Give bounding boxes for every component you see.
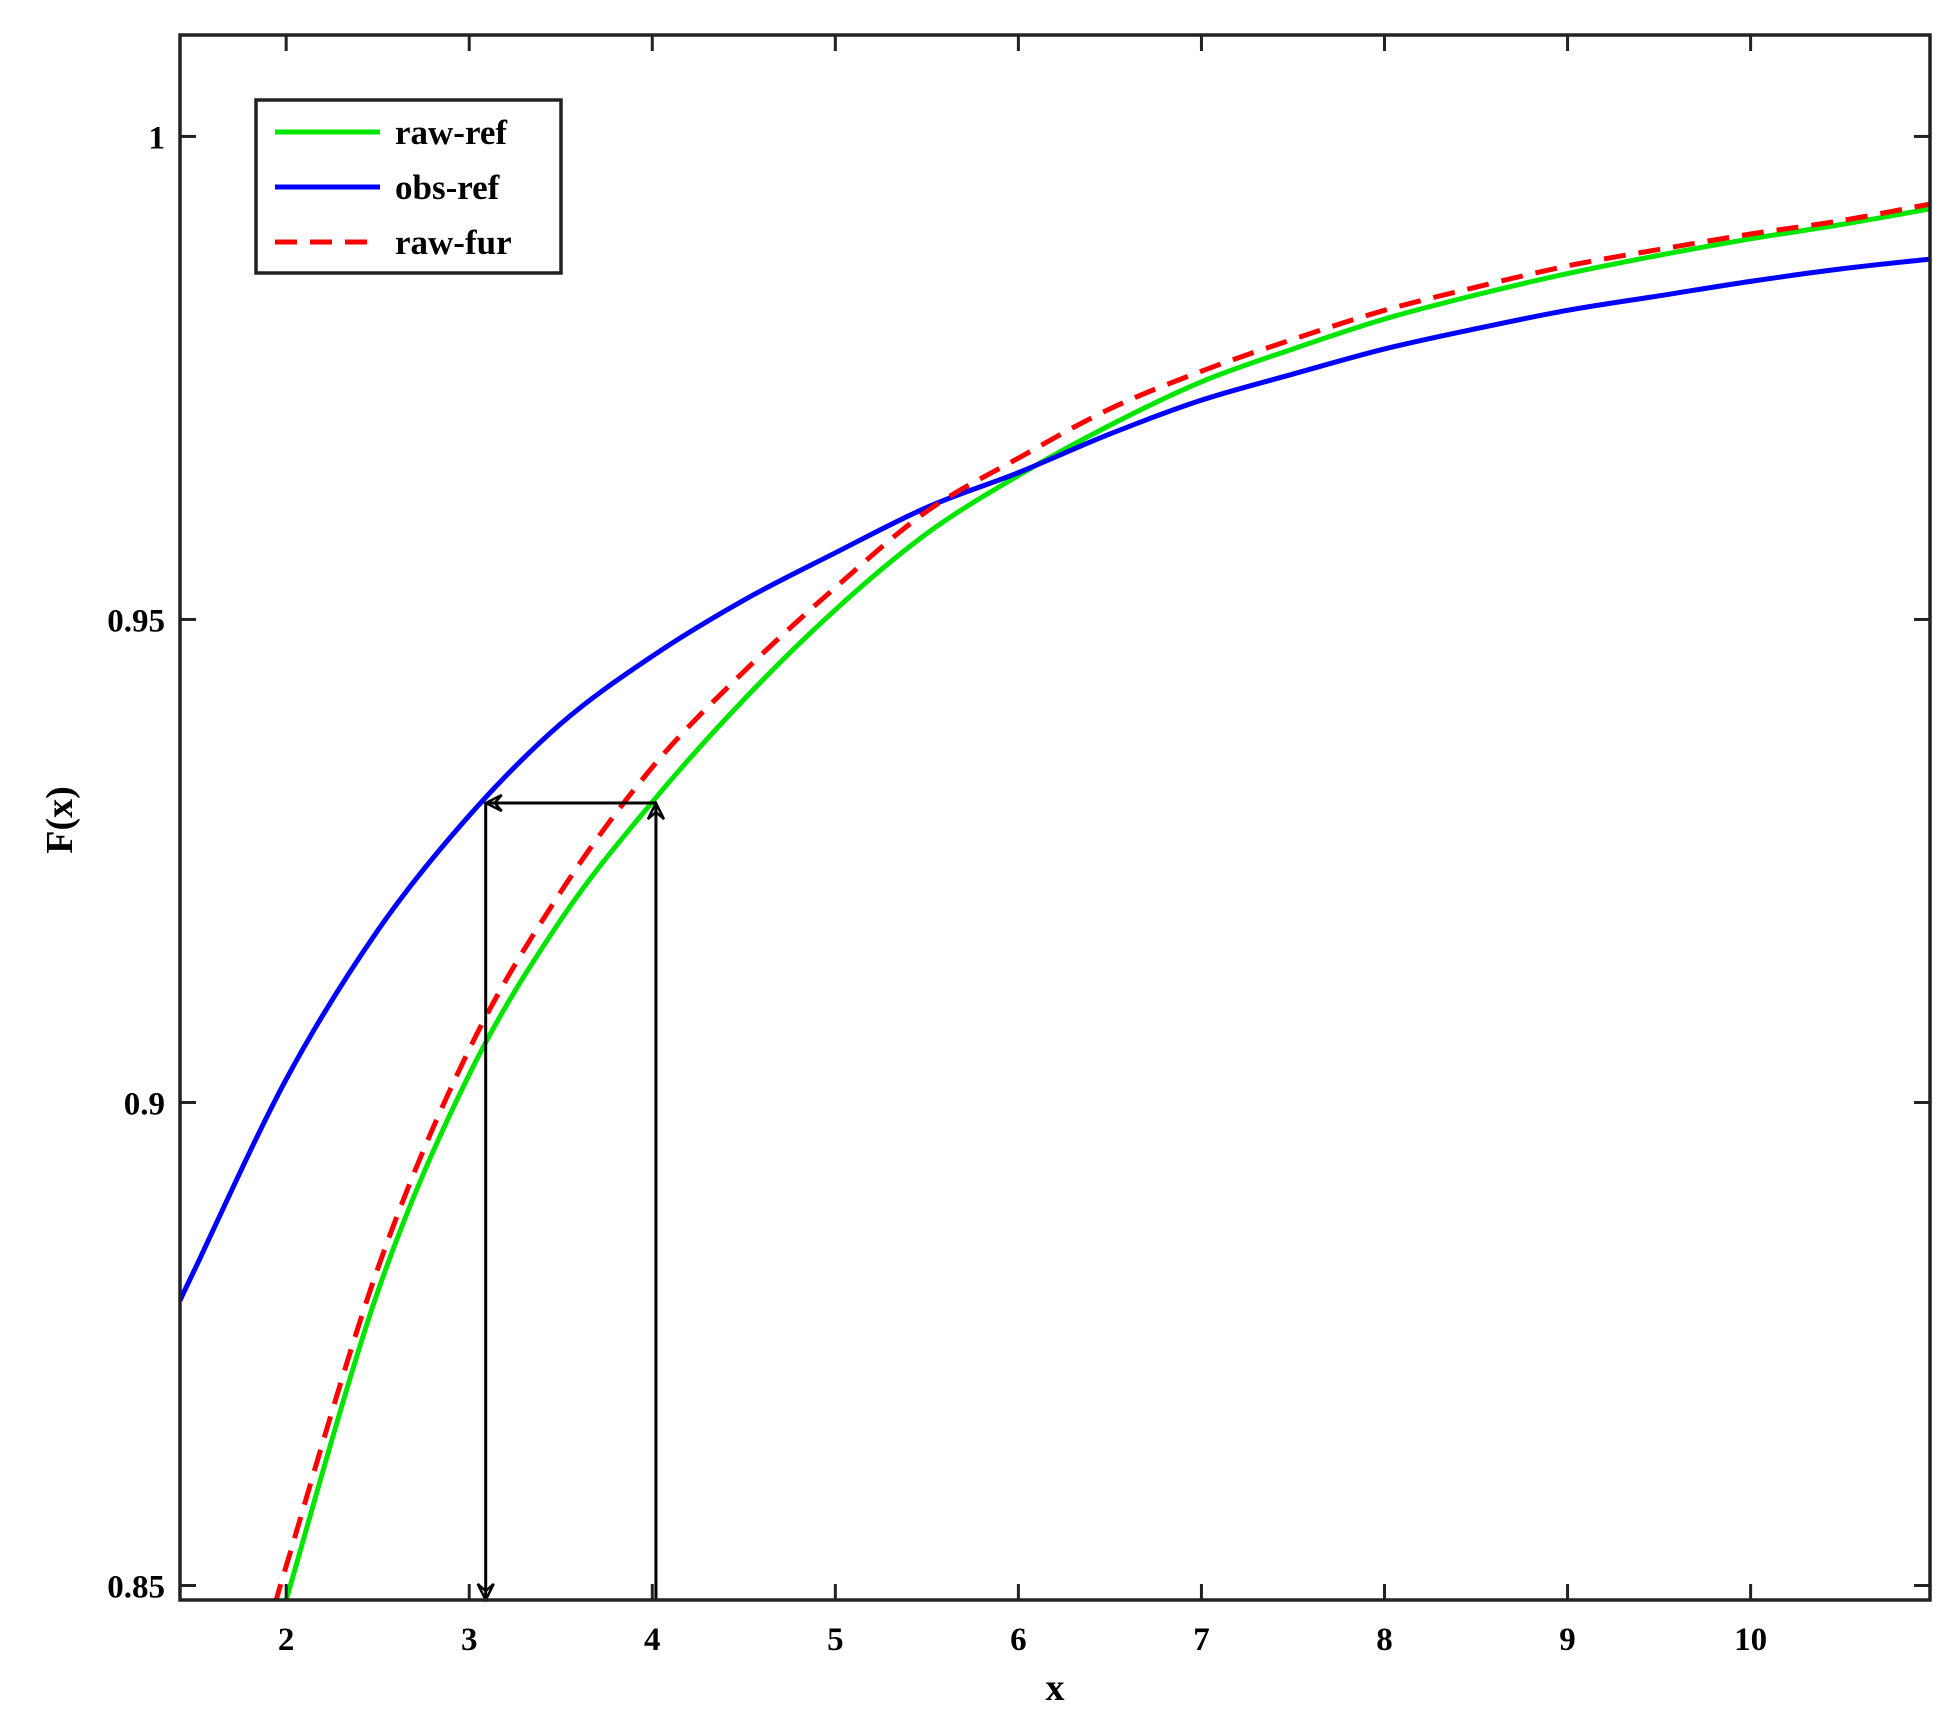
x-tick-label: 5 bbox=[827, 1622, 844, 1658]
series-layer bbox=[180, 201, 1930, 1600]
plot-frame bbox=[178, 33, 1932, 1602]
x-tick-label: 10 bbox=[1734, 1622, 1767, 1658]
y-tick-label: 0.85 bbox=[107, 1570, 165, 1606]
legend: raw-ref obs-ref raw-fur bbox=[254, 98, 563, 275]
y-tick-label: 0.95 bbox=[107, 603, 165, 639]
legend-label-raw-ref: raw-ref bbox=[395, 113, 507, 152]
y-axis-label: F(x) bbox=[39, 786, 81, 854]
tick-layer: 2 3 4 5 6 7 8 9 10 0.85 0.9 0.95 1 bbox=[107, 35, 1930, 1658]
x-tick-label: 3 bbox=[461, 1622, 478, 1658]
y-tick-label: 0.9 bbox=[124, 1086, 165, 1122]
series-line-raw-ref bbox=[283, 206, 1930, 1600]
y-tick-label: 1 bbox=[149, 120, 166, 156]
x-tick-label: 7 bbox=[1193, 1622, 1210, 1658]
x-tick-label: 8 bbox=[1376, 1622, 1393, 1658]
x-tick-label: 9 bbox=[1559, 1622, 1576, 1658]
annotation-layer bbox=[486, 803, 656, 1600]
x-tick-label: 6 bbox=[1010, 1622, 1027, 1658]
x-axis-label: x bbox=[1046, 1667, 1065, 1709]
x-tick-label: 4 bbox=[644, 1622, 661, 1658]
plot-background bbox=[180, 35, 1930, 1600]
series-line-raw-fur bbox=[273, 201, 1930, 1600]
legend-label-raw-fur: raw-fur bbox=[395, 223, 512, 262]
legend-label-obs-ref: obs-ref bbox=[395, 168, 500, 207]
x-tick-label: 2 bbox=[278, 1622, 295, 1658]
